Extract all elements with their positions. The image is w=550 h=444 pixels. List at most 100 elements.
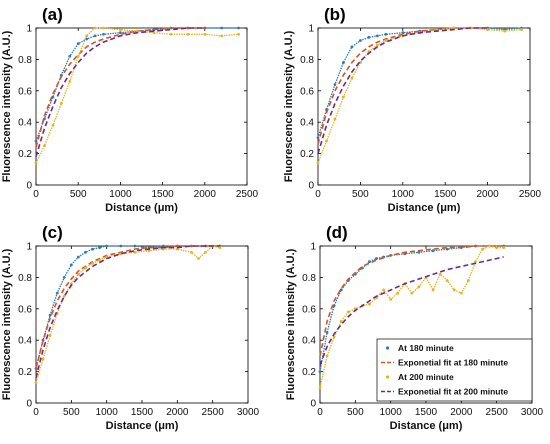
data-point: [382, 288, 385, 292]
data-point: [520, 28, 523, 31]
legend-entry: Exponetial fit at 180 minute: [398, 358, 508, 368]
data-point: [62, 294, 66, 298]
data-point: [68, 54, 72, 58]
y-tick-label: 0.6: [302, 304, 316, 315]
data-point: [41, 357, 45, 361]
series-1: [319, 245, 504, 357]
data-point: [342, 61, 345, 64]
y-tick-label: 1: [26, 24, 32, 35]
data-point: [502, 246, 506, 249]
data-point: [375, 43, 379, 47]
data-point: [93, 26, 97, 30]
y-tick-label: 0.6: [300, 86, 314, 97]
legend-box: [376, 338, 533, 402]
y-axis-label: Fluorescence intensity (A.U.): [1, 248, 13, 400]
data-point: [51, 123, 55, 127]
fit-line: [35, 245, 220, 379]
legend: At 180 minute Exponetial fit at 180 minut…: [376, 338, 533, 402]
x-tick-label: 1500: [131, 407, 154, 418]
series-0: [34, 244, 222, 370]
series-0: [316, 26, 523, 140]
panel-a: 0 500 1000 1500 2000 2500 0 0.2 0.4 0.6 0.8 1 Distan…: [1, 5, 259, 214]
data-point: [190, 250, 193, 254]
data-point: [34, 139, 38, 143]
x-axis-label: Distance (μm): [390, 420, 463, 432]
x-tick-label: 1000: [109, 189, 132, 200]
data-point: [481, 247, 484, 251]
data-point: [197, 257, 200, 260]
data-point: [204, 250, 208, 254]
plot-frame: [35, 245, 249, 404]
data-trace: [35, 245, 220, 383]
x-tick-label: 3000: [521, 407, 544, 418]
x-tick-label: 2500: [202, 407, 225, 418]
legend-swatch: [385, 346, 390, 350]
data-point: [34, 161, 38, 165]
x-tick-label: 500: [352, 189, 369, 200]
data-trace: [35, 27, 239, 164]
x-tick-label: 0: [315, 189, 321, 200]
data-point: [401, 31, 405, 35]
data-point: [102, 26, 105, 30]
data-point: [59, 101, 63, 105]
x-tick-label: 0: [33, 189, 39, 200]
series-1: [35, 27, 205, 148]
x-tick-label: 1000: [96, 407, 119, 418]
y-tick-label: 0.2: [18, 367, 32, 378]
y-tick-label: 0.4: [18, 336, 32, 347]
y-tick-label: 0: [26, 399, 32, 410]
y-tick-label: 0.8: [302, 273, 316, 284]
data-point: [333, 117, 337, 121]
data-point: [350, 45, 354, 49]
y-tick-label: 0.6: [18, 304, 32, 315]
data-point: [452, 26, 456, 30]
x-tick-label: 2000: [166, 407, 189, 418]
data-point: [218, 246, 222, 249]
data-point: [91, 261, 94, 265]
data-point: [119, 244, 123, 248]
series-1: [35, 245, 220, 369]
data-point: [93, 34, 97, 38]
data-point: [384, 39, 388, 42]
data-point: [325, 330, 329, 334]
series-2: [34, 26, 240, 165]
y-tick-label: 0: [310, 399, 316, 410]
legend-entry: At 180 minute: [398, 343, 454, 353]
series-0: [34, 26, 240, 143]
x-tick-label: 1500: [415, 407, 438, 418]
y-tick-label: 0: [26, 181, 32, 192]
x-tick-label: 2000: [194, 189, 217, 200]
data-point: [220, 34, 224, 38]
data-point: [503, 29, 506, 33]
fit-line: [317, 27, 488, 154]
series-2: [34, 244, 222, 384]
x-tick-label: 2000: [476, 189, 499, 200]
data-point: [169, 32, 173, 36]
data-point: [333, 83, 337, 86]
fit-line: [35, 27, 205, 148]
data-point: [105, 244, 109, 248]
data-point: [367, 36, 371, 39]
y-tick-label: 0.4: [302, 336, 316, 347]
data-point: [84, 266, 87, 270]
data-point: [495, 246, 499, 249]
data-point: [486, 28, 489, 31]
data-point: [77, 255, 80, 259]
data-trace: [35, 245, 220, 369]
data-point: [346, 310, 350, 314]
data-point: [43, 144, 46, 148]
x-tick-label: 1500: [151, 189, 174, 200]
data-point: [203, 32, 207, 36]
y-tick-label: 0.6: [18, 86, 32, 97]
data-point: [55, 291, 59, 295]
fit-line: [319, 245, 504, 357]
series-1: [317, 27, 488, 145]
series-3: [317, 27, 488, 154]
y-tick-label: 1: [310, 242, 316, 253]
data-point: [339, 319, 343, 323]
panel-label: (d): [326, 223, 348, 242]
data-point: [389, 297, 393, 301]
data-point: [85, 34, 89, 38]
data-point: [161, 244, 165, 248]
